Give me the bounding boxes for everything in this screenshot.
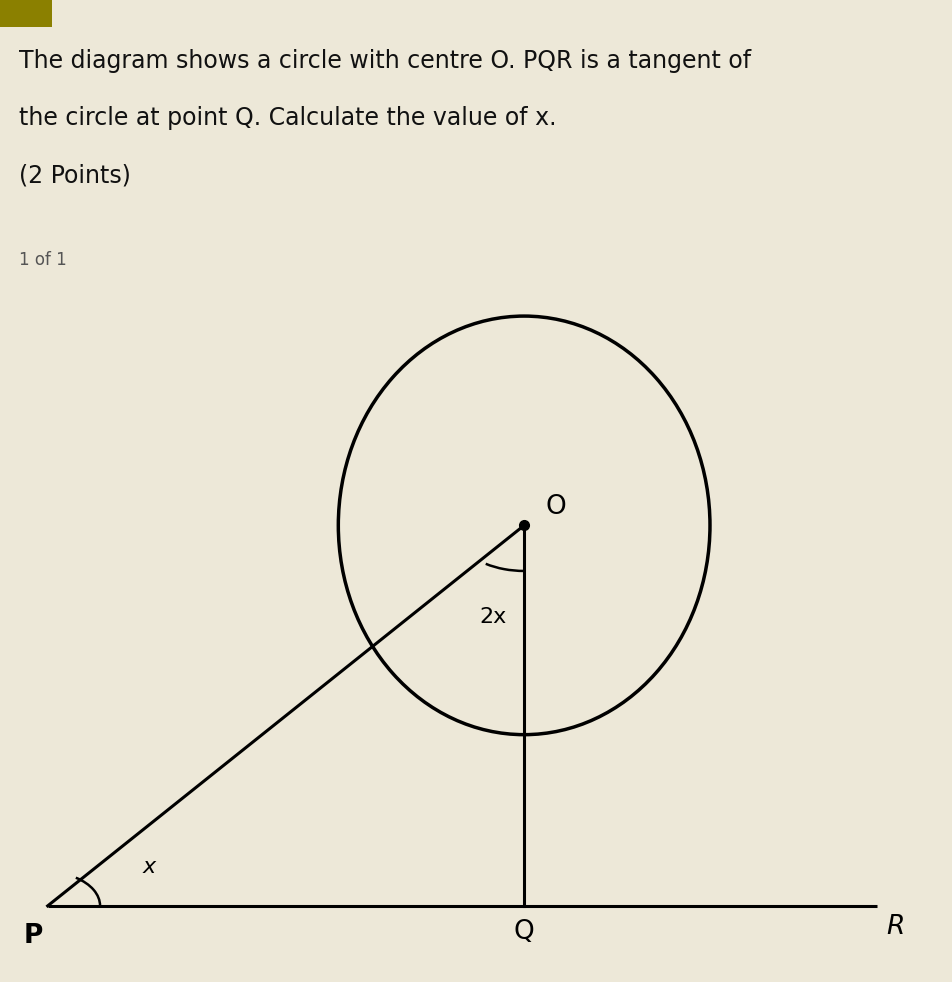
Text: the circle at point Q. Calculate the value of x.: the circle at point Q. Calculate the val… [19,106,556,130]
Text: (2 Points): (2 Points) [19,163,130,188]
Text: P: P [24,923,43,949]
Text: 2x: 2x [479,607,506,627]
Bar [0,0,52,27]
Text: O: O [545,494,565,520]
Text: The diagram shows a circle with centre O. PQR is a tangent of: The diagram shows a circle with centre O… [19,48,750,73]
Text: R: R [885,914,903,941]
Text: 1 of 1: 1 of 1 [19,251,67,269]
Text: Q: Q [513,919,534,946]
Text: x: x [142,857,155,877]
